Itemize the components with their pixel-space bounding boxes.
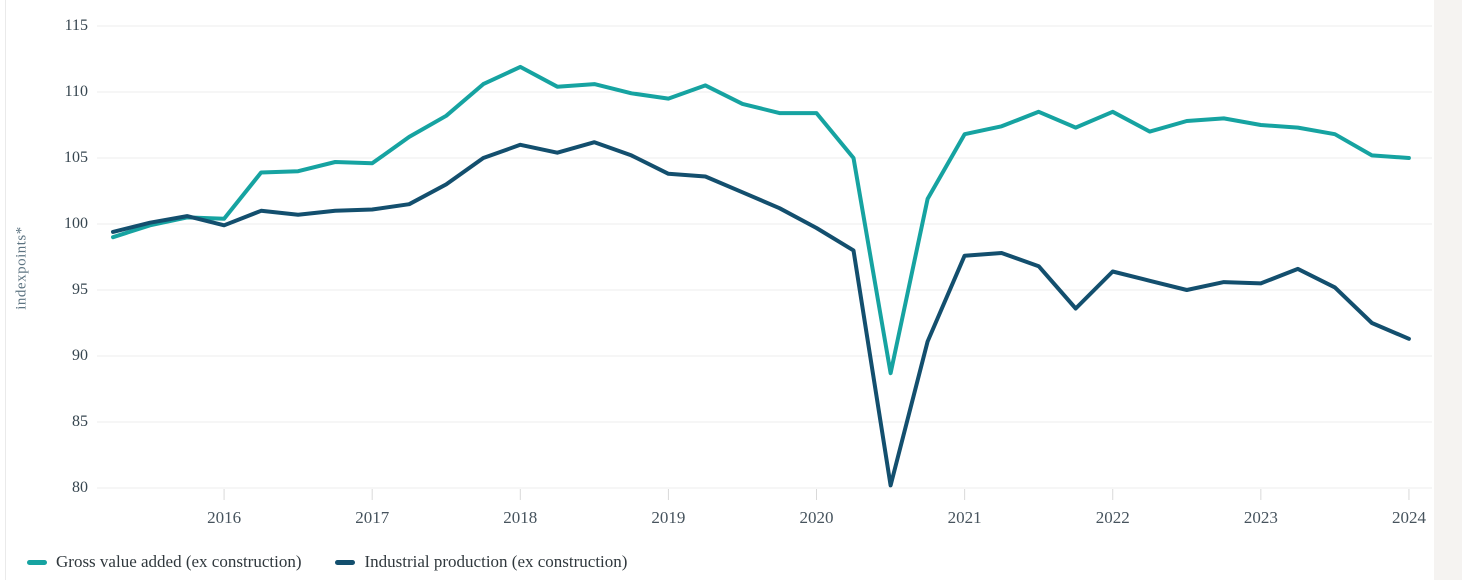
y-tick-label: 100 [64,215,88,232]
x-tick-label: 2021 [947,508,982,527]
legend-item-gross-value-added[interactable]: Gross value added (ex construction) [27,552,301,572]
x-tick-label: 2023 [1243,508,1278,527]
x-tick-label: 2024 [1391,508,1426,527]
y-tick-label: 110 [64,83,88,100]
x-tick-label: 2019 [651,508,686,527]
legend-label-gross-value-added: Gross value added (ex construction) [56,552,302,571]
x-tick-label: 2022 [1095,508,1130,527]
legend-swatch-gross-value-added-icon [27,559,47,565]
page-background-strip [1434,0,1462,580]
legend-swatch-industrial-production-icon [335,559,356,565]
x-tick-label: 2017 [355,508,390,527]
line-series-1[interactable] [111,140,1411,488]
legend: Gross value added (ex construction) Indu… [27,552,627,572]
legend-item-industrial-production[interactable]: Industrial production (ex construction) [335,552,627,572]
legend-label-industrial-production: Industrial production (ex construction) [364,552,628,571]
y-tick-label: 80 [72,479,88,496]
x-tick-label: 2020 [799,508,834,527]
y-tick-label: 105 [64,149,88,166]
y-tick-label: 115 [64,17,88,34]
x-tick-label: 2016 [207,508,242,527]
y-tick-label: 95 [72,281,88,298]
y-tick-label: 85 [72,413,88,430]
x-tick-label: 2018 [503,508,538,527]
y-tick-label: 90 [72,347,88,364]
left-page-divider [5,0,6,580]
line-series-0[interactable] [111,64,1411,376]
